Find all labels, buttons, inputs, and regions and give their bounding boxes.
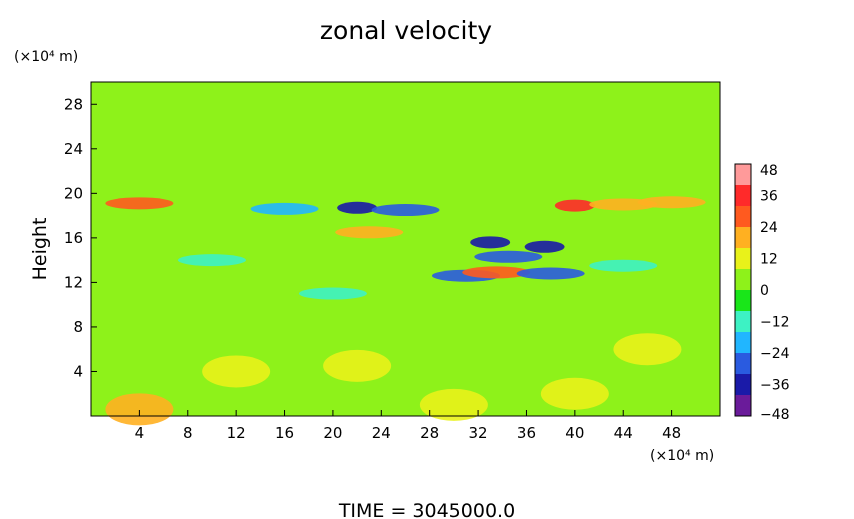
- colorbar: 48 36 24 12 0 −12 −24 −36 −48: [734, 163, 790, 423]
- field-feature: [613, 333, 682, 366]
- velocity-field: [91, 82, 720, 426]
- colorbar-tick-label: 24: [760, 220, 778, 236]
- x-tick-label: 32: [469, 424, 488, 442]
- colorbar-segment: [735, 206, 751, 227]
- colorbar-segment: [735, 248, 751, 269]
- y-tick-label: 8: [73, 318, 83, 336]
- field-feature: [105, 393, 174, 426]
- x-tick-label: 28: [420, 424, 439, 442]
- colorbar-segment: [735, 311, 751, 332]
- x-ticks: 4 8 12 16 20 24 28 32 36 40 44 48: [135, 410, 681, 442]
- colorbar-segment: [735, 227, 751, 248]
- x-tick-label: 36: [517, 424, 536, 442]
- field-feature: [323, 349, 392, 382]
- x-unit-label: (×10⁴ m): [650, 448, 714, 464]
- chart-title: zonal velocity: [320, 16, 492, 45]
- colorbar-segment: [735, 164, 751, 185]
- colorbar-segment: [735, 269, 751, 290]
- colorbar-segment: [735, 185, 751, 206]
- x-tick-label: 24: [372, 424, 391, 442]
- y-tick-label: 20: [64, 184, 83, 202]
- y-unit-label: (×10⁴ m): [14, 49, 78, 65]
- colorbar-segment: [735, 374, 751, 395]
- field-background: [91, 82, 720, 416]
- field-feature: [637, 196, 706, 209]
- colorbar-tick-label: −24: [760, 346, 790, 362]
- field-feature: [177, 254, 246, 267]
- field-feature: [419, 388, 488, 421]
- field-feature: [335, 226, 404, 239]
- colorbar-tick-label: 12: [760, 252, 778, 268]
- colorbar-tick-label: −12: [760, 315, 790, 331]
- field-feature: [589, 259, 658, 272]
- x-tick-label: 40: [565, 424, 584, 442]
- y-ticks: 4 8 12 16 20 24 28: [64, 95, 97, 380]
- x-tick-label: 48: [662, 424, 681, 442]
- field-feature: [470, 236, 511, 249]
- colorbar-tick-label: 36: [760, 189, 778, 205]
- x-tick-label: 4: [135, 424, 145, 442]
- colorbar-tick-label: 0: [760, 283, 769, 299]
- colorbar-segment: [735, 290, 751, 311]
- field-feature: [462, 266, 531, 279]
- y-axis-label: Height: [29, 218, 51, 281]
- field-feature: [105, 197, 174, 210]
- field-feature: [516, 267, 585, 280]
- field-feature: [202, 355, 271, 388]
- colorbar-tick-label: 48: [760, 163, 778, 179]
- y-tick-label: 12: [64, 273, 83, 291]
- field-feature: [298, 287, 367, 300]
- x-tick-label: 12: [227, 424, 246, 442]
- y-tick-label: 16: [64, 229, 83, 247]
- time-label: TIME = 3045000.0: [338, 500, 515, 519]
- colorbar-tick-label: −36: [760, 378, 790, 394]
- field-feature: [337, 201, 378, 214]
- colorbar-segment: [735, 332, 751, 353]
- plot-frame: [90, 81, 721, 417]
- colorbar-segment: [735, 395, 751, 416]
- field-feature: [554, 199, 595, 212]
- x-tick-label: 44: [614, 424, 633, 442]
- field-feature: [371, 204, 440, 217]
- colorbar-segment: [735, 353, 751, 374]
- y-tick-label: 24: [64, 140, 83, 158]
- x-tick-label: 16: [275, 424, 294, 442]
- colorbar-tick-label: −48: [760, 407, 790, 423]
- x-tick-label: 20: [323, 424, 342, 442]
- field-feature: [250, 202, 319, 215]
- colorbar-frame: [734, 163, 752, 417]
- field-feature: [474, 250, 543, 263]
- x-tick-label: 8: [183, 424, 193, 442]
- field-feature: [524, 240, 565, 253]
- field-feature: [540, 377, 609, 410]
- y-tick-label: 4: [73, 362, 83, 380]
- y-tick-label: 28: [64, 95, 83, 113]
